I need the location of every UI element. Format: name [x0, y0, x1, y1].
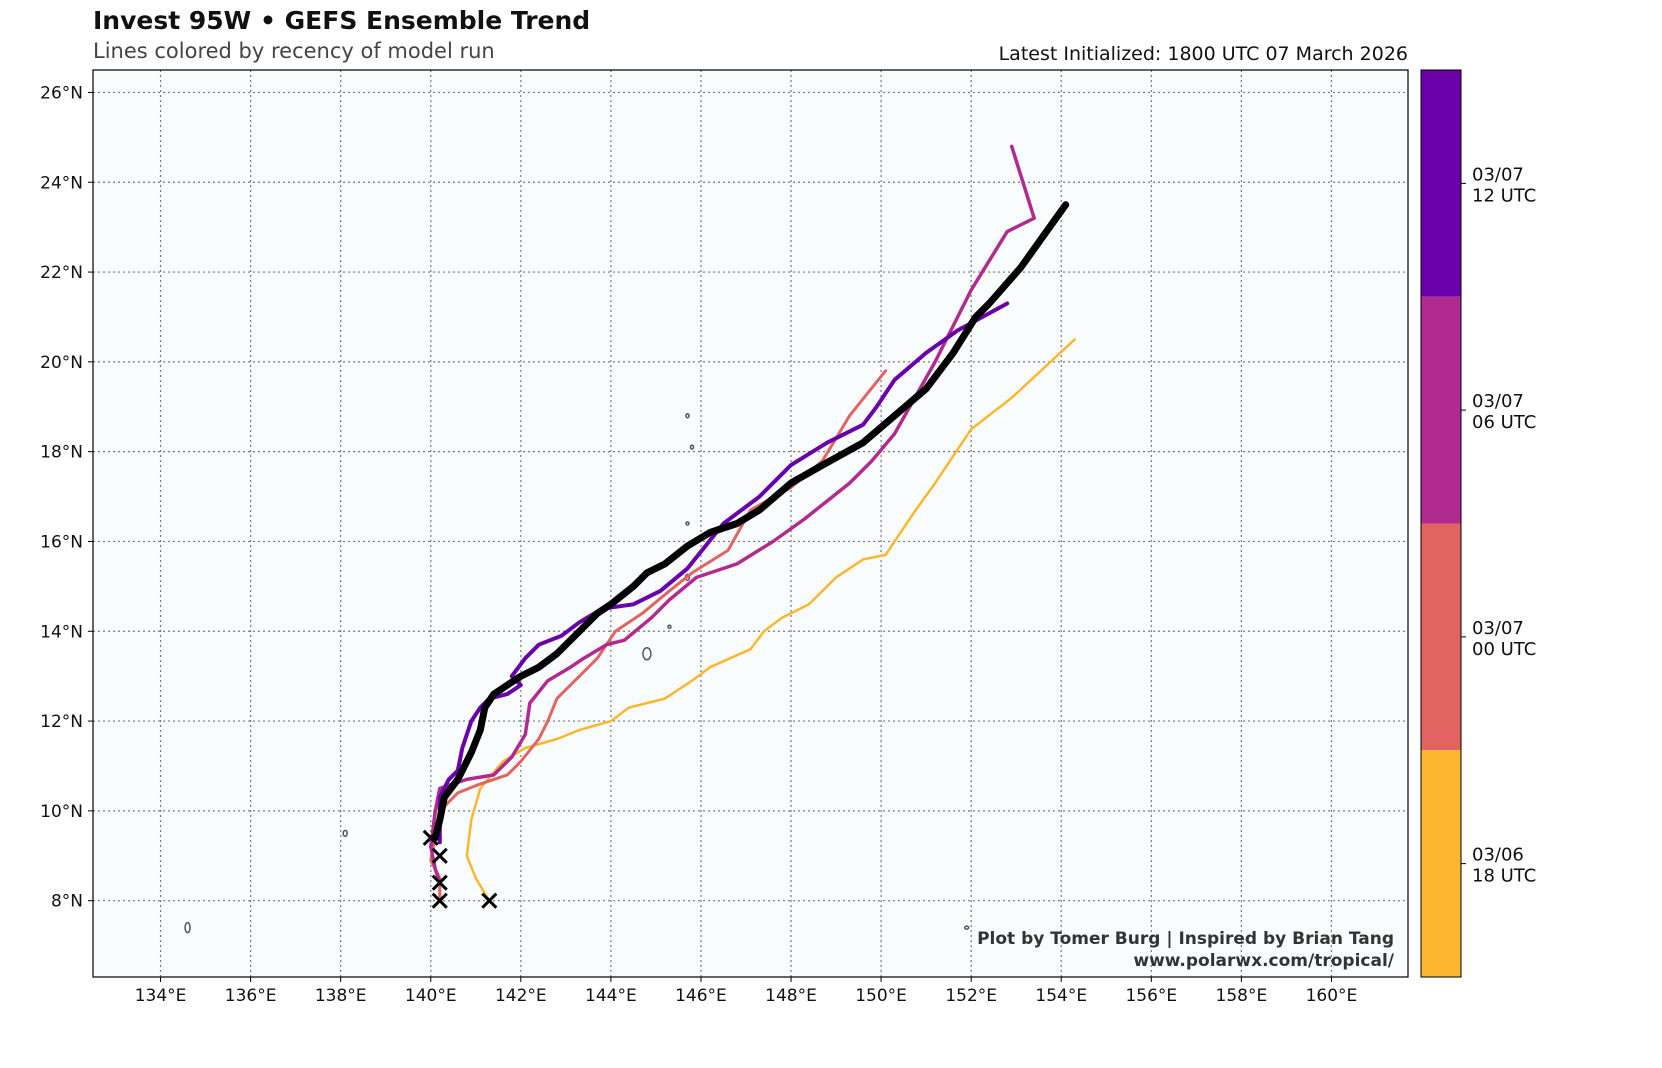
track-line — [429, 369, 888, 903]
map-frame — [92, 69, 1409, 978]
colorbar-label-time: 18 UTC — [1472, 866, 1536, 887]
x-marker — [431, 874, 448, 891]
y-tick-label: 12°N — [40, 712, 83, 732]
credit-line-2: www.polarwx.com/tropical/ — [1133, 951, 1394, 971]
x-marker-stroke — [431, 892, 448, 909]
map-background — [93, 70, 1408, 977]
track-line — [431, 201, 1070, 842]
colorbar-segment — [1421, 296, 1461, 524]
colorbar-label-date: 03/06 — [1472, 845, 1524, 866]
x-marker — [422, 829, 439, 846]
x-tick-label: 146°E — [675, 986, 727, 1006]
island-outline — [689, 444, 695, 450]
y-tick-label: 26°N — [40, 83, 83, 103]
x-marker-stroke — [431, 874, 448, 891]
x-tick-label: 140°E — [405, 986, 457, 1006]
y-axis: 8°N 10°N 12°N 14°N 16°N 18°N 20°N 22°N 24°N 26°N — [40, 83, 93, 912]
x-tick-label: 134°E — [135, 986, 187, 1006]
colorbar-label-time: 00 UTC — [1472, 639, 1536, 660]
latest-initialized: Latest Initialized: 1800 UTC 07 March 20… — [999, 43, 1408, 65]
islands — [184, 412, 970, 934]
x-tick-label: 148°E — [765, 986, 817, 1006]
island-outline — [685, 521, 690, 526]
x-marker — [431, 847, 448, 864]
colorbar-label-date: 03/07 — [1472, 391, 1524, 412]
y-tick-label: 16°N — [40, 532, 83, 552]
y-tick-label: 14°N — [40, 622, 83, 642]
chart-subtitle: Lines colored by recency of model run — [93, 39, 495, 63]
colorbar-frame — [1420, 69, 1462, 978]
x-axis: 134°E 136°E 138°E 140°E 142°E 144°E 146°E 148°E… — [135, 977, 1358, 1006]
y-tick-label: 18°N — [40, 443, 83, 463]
colorbar-label-date: 03/07 — [1472, 164, 1524, 185]
colorbar-label-time: 06 UTC — [1472, 412, 1536, 433]
x-tick-label: 144°E — [585, 986, 637, 1006]
genesis-markers — [422, 829, 498, 909]
y-tick-label: 20°N — [40, 353, 83, 373]
tracks — [429, 144, 1076, 903]
colorbar-label-time: 12 UTC — [1472, 185, 1536, 206]
x-tick-label: 158°E — [1216, 986, 1268, 1006]
x-tick-label: 160°E — [1306, 986, 1358, 1006]
x-tick-label: 142°E — [495, 986, 547, 1006]
island-outline — [685, 412, 690, 419]
island-outline — [667, 624, 672, 630]
track-line — [465, 338, 1076, 902]
island-outline — [642, 646, 652, 661]
x-marker — [431, 892, 448, 909]
x-marker-stroke — [481, 892, 498, 909]
island-outline — [184, 921, 191, 934]
x-tick-label: 136°E — [225, 986, 277, 1006]
colorbar-label-date: 03/07 — [1472, 618, 1524, 639]
x-tick-label: 156°E — [1125, 986, 1177, 1006]
x-tick-label: 150°E — [855, 986, 907, 1006]
y-tick-label: 24°N — [40, 173, 83, 193]
gridlines — [93, 70, 1408, 977]
y-tick-label: 10°N — [40, 802, 83, 822]
y-tick-label: 22°N — [40, 263, 83, 283]
x-tick-label: 138°E — [315, 986, 367, 1006]
x-marker-stroke — [431, 847, 448, 864]
colorbar-segment — [1421, 523, 1461, 751]
x-tick-label: 154°E — [1035, 986, 1087, 1006]
chart-title: Invest 95W • GEFS Ensemble Trend — [93, 6, 590, 35]
x-marker — [481, 892, 498, 909]
colorbar-segment — [1421, 70, 1461, 297]
x-tick-label: 152°E — [945, 986, 997, 1006]
colorbar-segment — [1421, 750, 1461, 977]
credit-line-1: Plot by Tomer Burg | Inspired by Brian T… — [977, 929, 1394, 949]
y-tick-label: 8°N — [51, 892, 83, 912]
island-outline — [342, 829, 348, 838]
x-marker-stroke — [422, 829, 439, 846]
island-outline — [963, 925, 970, 930]
